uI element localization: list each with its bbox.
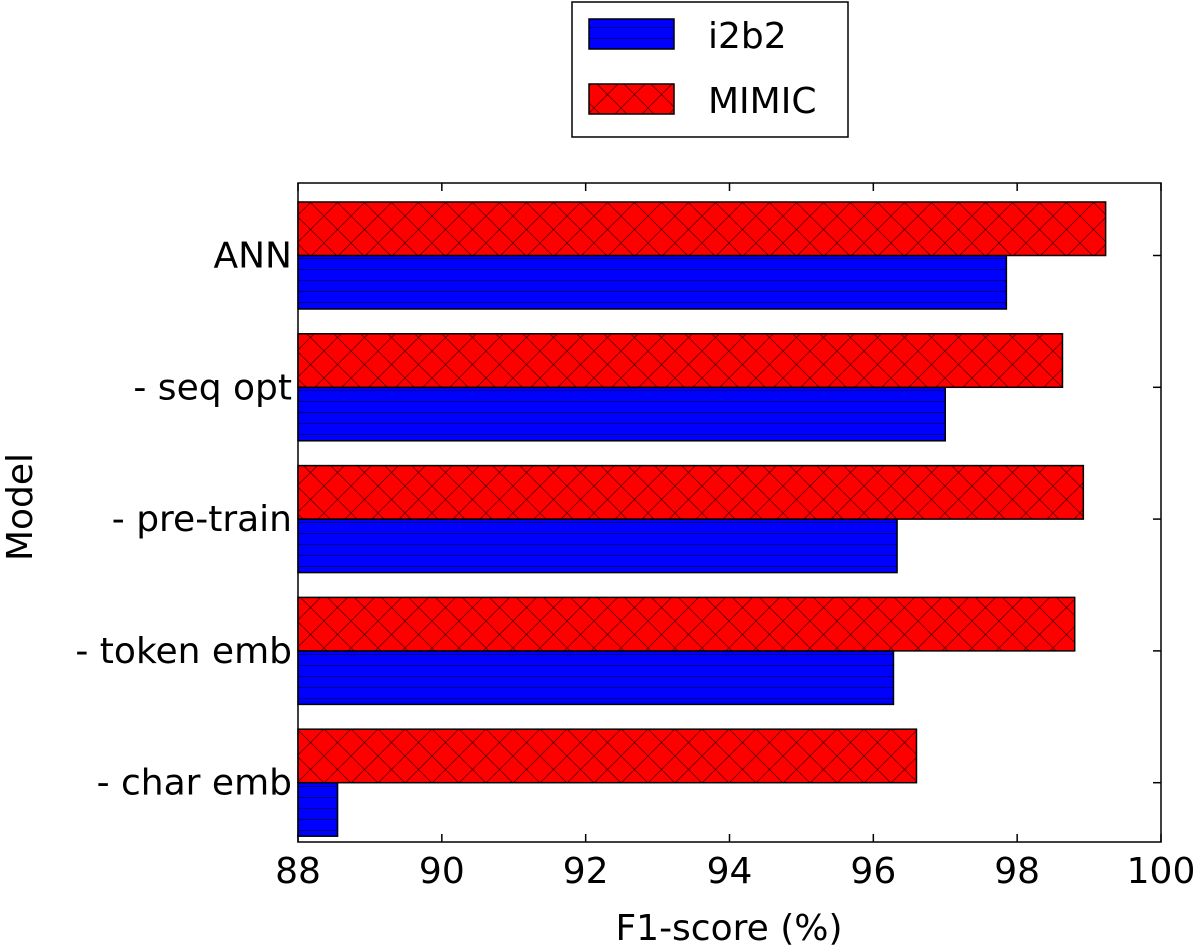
legend-label-i2b2: i2b2 [708, 16, 787, 57]
y-axis-label: Model [0, 453, 41, 561]
legend-label-mimic: MIMIC [708, 81, 817, 122]
x-axis: 88 90 92 94 96 98 100 [275, 183, 1195, 892]
bar-hatch-mimic-char-emb [298, 729, 917, 783]
bar-hatch-mimic-token-emb [298, 597, 1075, 651]
x-tick-label: 94 [707, 851, 753, 892]
x-tick-label: 88 [275, 851, 321, 892]
x-tick-label: 100 [1127, 851, 1196, 892]
x-tick-label: 96 [850, 851, 896, 892]
bar-hatch-i2b2-pre-train [298, 519, 898, 573]
bar-hatch-mimic-seq-opt [298, 333, 1063, 388]
y-tick-label: ANN [214, 235, 293, 276]
bars [297, 201, 1107, 837]
x-axis-label: F1-score (%) [615, 908, 842, 948]
bar-hatch-mimic-ann [298, 201, 1106, 256]
bar-hatch-i2b2-char-emb [298, 782, 338, 837]
legend: i2b2 MIMIC [571, 1, 849, 138]
bar-hatch-mimic-pre-train [298, 465, 1084, 520]
y-tick-label: - seq opt [133, 367, 292, 408]
legend-swatch-i2b2-hatch [589, 19, 674, 49]
x-tick-label: 92 [563, 851, 609, 892]
y-tick-label: - token emb [75, 631, 292, 672]
x-tick-label: 98 [994, 851, 1040, 892]
bar-hatch-i2b2-seq-opt [298, 387, 946, 441]
bar-hatch-i2b2-ann [298, 255, 1007, 309]
x-tick-label: 90 [419, 851, 465, 892]
y-tick-label: - char emb [97, 763, 292, 804]
y-axis: ANN - seq opt - pre-train - token emb - char… [75, 235, 1161, 804]
legend-swatch-mimic-hatch [589, 84, 674, 114]
y-tick-label: - pre-train [112, 499, 292, 540]
bar-hatch-i2b2-token-emb [298, 650, 894, 705]
